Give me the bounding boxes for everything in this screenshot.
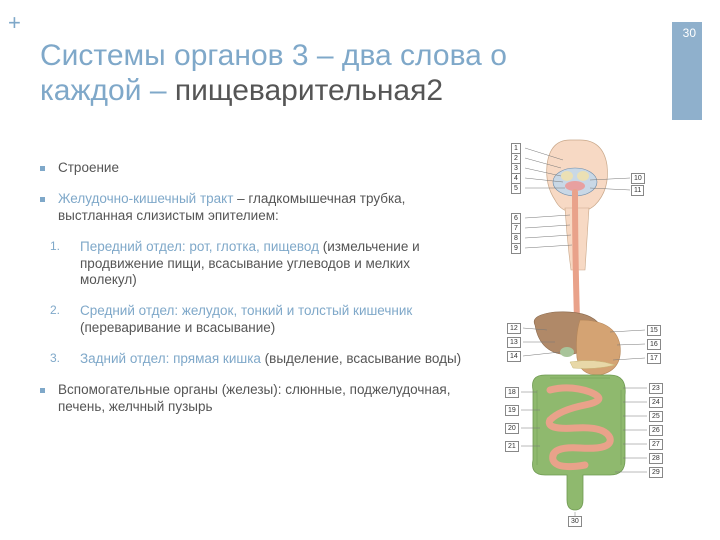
label-27: 27 (649, 439, 663, 450)
num-1-marker: 1. (50, 239, 60, 254)
page-number: 30 (683, 26, 696, 40)
label-21: 21 (505, 441, 519, 452)
num-1-highlight: Передний отдел: рот, глотка, пищевод (80, 239, 319, 254)
label-11: 11 (631, 185, 644, 196)
plus-decoration: + (8, 10, 21, 36)
label-17: 17 (647, 353, 661, 364)
label-14: 14 (507, 351, 521, 362)
num-2-highlight: Средний отдел: желудок, тонкий и толстый… (80, 303, 412, 318)
label-18: 18 (505, 387, 519, 398)
bullet-3: Вспомогательные органы (железы): слюнные… (40, 382, 470, 416)
label-5: 5 (511, 183, 521, 194)
label-19: 19 (505, 405, 519, 416)
label-30: 30 (568, 516, 582, 527)
label-15: 15 (647, 325, 661, 336)
label-26: 26 (649, 425, 663, 436)
label-9: 9 (511, 243, 521, 254)
bullet-1: Строение (40, 160, 470, 177)
label-24: 24 (649, 397, 663, 408)
numbered-3: 3. Задний отдел: прямая кишка (выделение… (50, 351, 470, 368)
num-3-marker: 3. (50, 351, 60, 366)
label-25: 25 (649, 411, 663, 422)
num-3-highlight: Задний отдел: прямая кишка (80, 351, 261, 366)
label-13: 13 (507, 337, 521, 348)
label-29: 29 (649, 467, 663, 478)
num-3-rest: (выделение, всасывание воды) (261, 351, 461, 366)
numbered-1: 1. Передний отдел: рот, глотка, пищевод … (50, 239, 470, 290)
label-20: 20 (505, 423, 519, 434)
slide-title: Системы органов 3 – два слова о каждой –… (40, 38, 600, 109)
label-23: 23 (649, 383, 663, 394)
label-28: 28 (649, 453, 663, 464)
numbered-2: 2. Средний отдел: желудок, тонкий и толс… (50, 303, 470, 337)
label-16: 16 (647, 339, 661, 350)
digestive-system-diagram: 1 2 3 4 5 10 11 6 7 8 9 12 13 14 15 16 1… (475, 130, 705, 525)
title-part2: пищеварительная2 (175, 74, 443, 107)
bullet-2-highlight: Желудочно-кишечный тракт (58, 191, 233, 206)
num-2-rest: (переваривание и всасывание) (80, 320, 275, 335)
text-content: Строение Желудочно-кишечный тракт – глад… (40, 160, 470, 430)
label-10: 10 (631, 173, 645, 184)
bullet-2: Желудочно-кишечный тракт – гладкомышечна… (40, 191, 470, 225)
label-12: 12 (507, 323, 521, 334)
bullet-3-pre: Вспомогательные органы (58, 382, 218, 397)
num-2-marker: 2. (50, 303, 60, 318)
